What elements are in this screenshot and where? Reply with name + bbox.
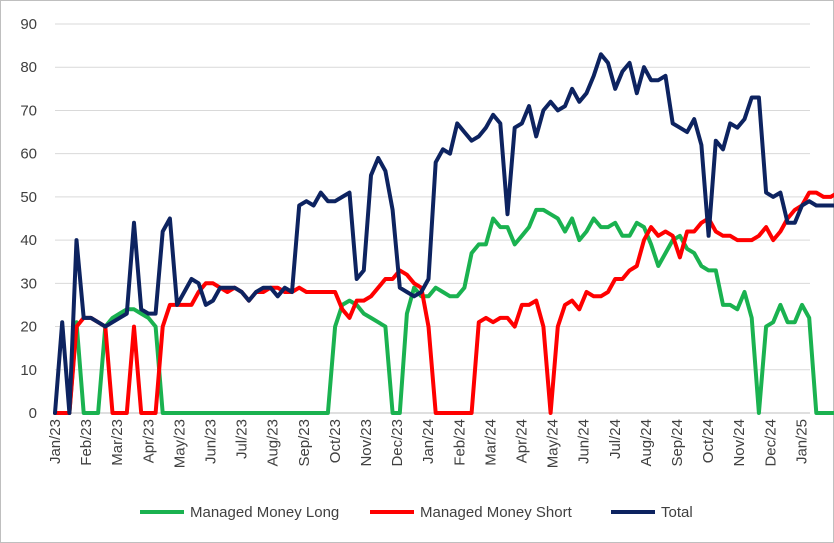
- x-tick-label: Jul/24: [607, 419, 624, 459]
- x-tick-label: May/23: [171, 419, 188, 468]
- legend-label: Managed Money Short: [420, 504, 573, 521]
- x-tick-label: Nov/24: [731, 419, 748, 467]
- x-tick-label: Feb/24: [451, 419, 468, 466]
- x-tick-label: Jan/23: [47, 419, 64, 464]
- series-line-managed-money-long: [53, 207, 834, 415]
- y-tick-label: 70: [20, 102, 37, 119]
- legend-label: Managed Money Long: [190, 504, 339, 521]
- series-line-total: [53, 52, 834, 415]
- y-tick-label: 80: [20, 59, 37, 76]
- x-tick-label: Mar/24: [482, 419, 499, 466]
- x-tick-label: Jul/23: [234, 419, 251, 459]
- x-tick-label: Jun/23: [203, 419, 220, 464]
- x-tick-label: Apr/23: [140, 419, 157, 463]
- x-tick-label: May/24: [545, 419, 562, 468]
- y-tick-label: 90: [20, 16, 37, 33]
- y-tick-label: 30: [20, 275, 37, 292]
- x-tick-label: Dec/24: [762, 419, 779, 467]
- x-tick-label: Oct/24: [700, 419, 717, 463]
- x-tick-label: Mar/23: [109, 419, 126, 466]
- y-tick-label: 40: [20, 232, 37, 249]
- x-tick-label: Jan/24: [420, 419, 437, 464]
- y-tick-label: 50: [20, 189, 37, 206]
- x-tick-label: Aug/24: [638, 419, 655, 467]
- x-tick-label: Feb/23: [78, 419, 95, 466]
- y-tick-label: 20: [20, 319, 37, 336]
- x-tick-label: Nov/23: [358, 419, 375, 467]
- x-tick-label: Jun/24: [576, 419, 593, 464]
- x-tick-label: Aug/23: [265, 419, 282, 467]
- y-tick-label: 60: [20, 146, 37, 163]
- y-tick-label: 0: [29, 405, 37, 422]
- series-line-managed-money-short: [53, 190, 834, 415]
- y-tick-label: 10: [20, 362, 37, 379]
- x-tick-label: Apr/24: [514, 419, 531, 463]
- x-tick-label: Jan/25: [793, 419, 810, 464]
- x-tick-label: Dec/23: [389, 419, 406, 467]
- legend-label: Total: [661, 504, 693, 521]
- x-tick-label: Sep/23: [296, 419, 313, 467]
- x-tick-label: Oct/23: [327, 419, 344, 463]
- x-tick-label: Sep/24: [669, 419, 686, 467]
